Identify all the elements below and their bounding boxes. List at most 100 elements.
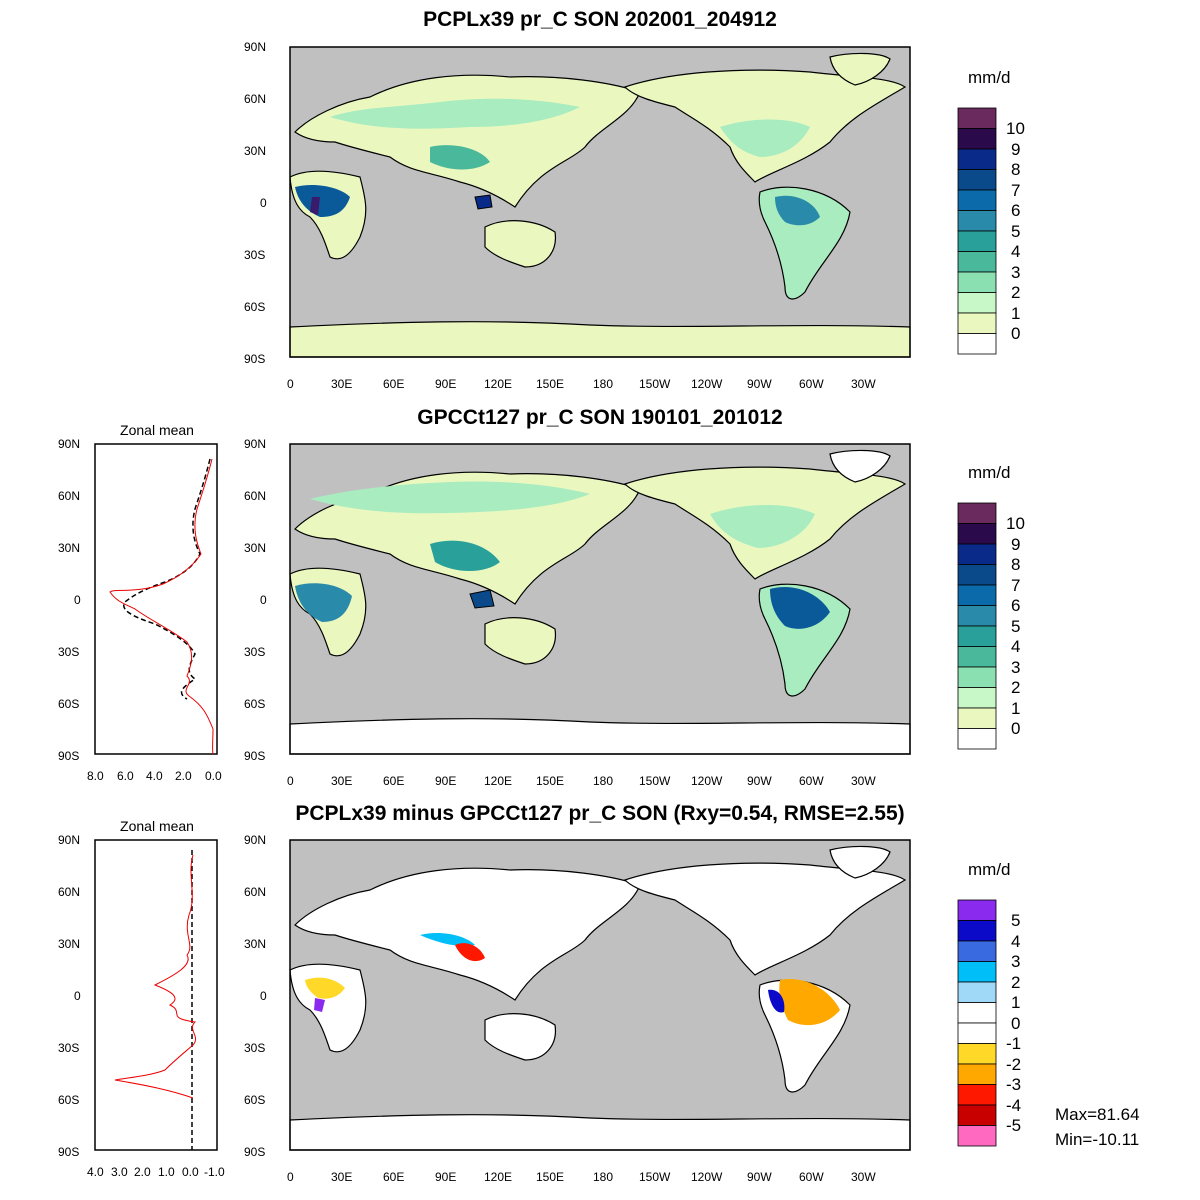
panel3-colorbar-label: -3 bbox=[1006, 1075, 1022, 1094]
panel1-lon-label: 180 bbox=[593, 377, 614, 391]
panel3-lon-label: 0 bbox=[287, 1170, 294, 1184]
panel3-zonal-lat-label: 30N bbox=[58, 937, 81, 951]
panel3-colorbar-label: 2 bbox=[1011, 973, 1021, 992]
panel2-colorbar-swatch bbox=[957, 666, 997, 688]
panel3-lat-label: 60S bbox=[244, 1093, 266, 1107]
panel3-lon-label: 60E bbox=[383, 1170, 405, 1184]
panel1-colorbar-swatch bbox=[957, 169, 997, 191]
panel3-lon-label: 90E bbox=[435, 1170, 457, 1184]
panel3-lat-label: 30S bbox=[244, 1041, 266, 1055]
panel1-lon-label: 120W bbox=[691, 377, 723, 391]
panel3-map bbox=[289, 839, 911, 1151]
panel2-zonal-lat-label: 90N bbox=[58, 437, 81, 451]
panel3-colorbar-swatch bbox=[957, 961, 997, 983]
panel2-lon-label: 30W bbox=[851, 774, 876, 788]
panel3-lat-label: 0 bbox=[260, 989, 267, 1003]
panel3-zonal-x-label: 4.0 bbox=[87, 1165, 104, 1179]
panel1-colorbar-label: 1 bbox=[1011, 304, 1021, 323]
panel3-colorbar-label: 1 bbox=[1011, 993, 1021, 1012]
panel2-colorbar-swatch bbox=[957, 502, 997, 524]
panel1-colorbar-label: 2 bbox=[1011, 283, 1021, 302]
panel1-colorbar-label: 0 bbox=[1011, 324, 1021, 343]
panel2-zonal-title: Zonal mean bbox=[120, 422, 194, 438]
panel3-lon-label: 180 bbox=[593, 1170, 614, 1184]
panel1-colorbar-label: 7 bbox=[1011, 181, 1021, 200]
panel2-lon-label: 60E bbox=[383, 774, 405, 788]
panel3-colorbar-label: 0 bbox=[1011, 1014, 1021, 1033]
panel1-lat-label: 60S bbox=[244, 300, 266, 314]
panel2-lon-label: 150E bbox=[536, 774, 565, 788]
panel3-lat-label: 60N bbox=[244, 885, 267, 899]
panel3-colorbar-label: 5 bbox=[1011, 911, 1021, 930]
panel3-lon-label: 30W bbox=[851, 1170, 876, 1184]
panel2-colorbar-swatch bbox=[957, 543, 997, 565]
panel3-lon-label: 30E bbox=[331, 1170, 353, 1184]
panel1-lon-label: 30W bbox=[851, 377, 876, 391]
panel3-lon-label: 60W bbox=[799, 1170, 824, 1184]
panel2-colorbar-swatch bbox=[957, 687, 997, 709]
panel2-lat-label: 60S bbox=[244, 697, 266, 711]
panel2-colorbar bbox=[957, 502, 998, 750]
panel2-colorbar-label: 5 bbox=[1011, 617, 1021, 636]
panel2-zonal-lat-label: 60S bbox=[58, 697, 80, 711]
panel1-colorbar-label: 9 bbox=[1011, 140, 1021, 159]
panel3-lat-label: 30N bbox=[244, 937, 267, 951]
panel1-lon-label: 30E bbox=[331, 377, 353, 391]
panel2-colorbar-label: 10 bbox=[1006, 514, 1025, 533]
panel3-zonal-lat-label: 90N bbox=[58, 833, 81, 847]
panel3-zonal-lat-label: 60N bbox=[58, 885, 81, 899]
panel3-colorbar-swatch bbox=[957, 920, 997, 942]
panel2-zonal-lat-label: 30S bbox=[58, 645, 80, 659]
panel3-colorbar bbox=[957, 899, 998, 1147]
panel2-colorbar-swatch bbox=[957, 564, 997, 586]
panel2-colorbar-label: 4 bbox=[1011, 637, 1021, 656]
panel2-colorbar-swatch bbox=[957, 523, 997, 545]
panel1-lat-label: 60N bbox=[244, 92, 267, 106]
panel3-colorbar-swatch bbox=[957, 899, 997, 921]
panel2-zonal-lat-label: 0 bbox=[74, 593, 81, 607]
panel2-colorbar-unit: mm/d bbox=[968, 463, 1011, 482]
panel3-colorbar-label: -1 bbox=[1006, 1034, 1022, 1053]
panel2-lon-label: 30E bbox=[331, 774, 353, 788]
panel1-colorbar-label: 3 bbox=[1011, 263, 1021, 282]
panel1-colorbar-swatch bbox=[957, 128, 997, 150]
panel1-colorbar-label: 8 bbox=[1011, 160, 1021, 179]
panel2-colorbar-swatch bbox=[957, 584, 997, 606]
panel2-colorbar-label: 3 bbox=[1011, 658, 1021, 677]
panel2-colorbar-label: 0 bbox=[1011, 719, 1021, 738]
panel3-colorbar-swatch bbox=[957, 981, 997, 1003]
panel2-lon-label: 90E bbox=[435, 774, 457, 788]
panel3-zonal-lat-label: 0 bbox=[74, 989, 81, 1003]
panel1-colorbar bbox=[957, 107, 998, 355]
panel2-colorbar-label: 2 bbox=[1011, 678, 1021, 697]
panel2-zonal-x-label: 2.0 bbox=[175, 769, 192, 783]
panel1-lat-label: 0 bbox=[260, 196, 267, 210]
panel2-lat-label: 60N bbox=[244, 489, 267, 503]
panel1-lon-label: 90E bbox=[435, 377, 457, 391]
panel1-colorbar-swatch bbox=[957, 210, 997, 232]
panel2-lat-label: 30S bbox=[244, 645, 266, 659]
panel3-colorbar-swatch bbox=[957, 1084, 997, 1106]
panel3-colorbar-label: 4 bbox=[1011, 932, 1021, 951]
panel2-title: GPCCt127 pr_C SON 190101_201012 bbox=[417, 406, 783, 429]
panel2-colorbar-label: 6 bbox=[1011, 596, 1021, 615]
panel3-colorbar-swatch bbox=[957, 1022, 997, 1044]
panel2-lon-label: 120E bbox=[484, 774, 513, 788]
panel2-lat-label: 30N bbox=[244, 541, 267, 555]
panel2-zonal-x-label: 8.0 bbox=[87, 769, 104, 783]
panel2-zonal-x-label: 6.0 bbox=[117, 769, 134, 783]
panel3-zonal-x-label: 1.0 bbox=[158, 1165, 175, 1179]
panel1-title: PCPLx39 pr_C SON 202001_204912 bbox=[423, 8, 777, 31]
panel3-zonal-x-label: -1.0 bbox=[204, 1165, 225, 1179]
panel2-map bbox=[289, 443, 911, 755]
panel3-lon-label: 150E bbox=[536, 1170, 565, 1184]
panel1-lon-label: 60W bbox=[799, 377, 824, 391]
panel2-zonal-lat-label: 60N bbox=[58, 489, 81, 503]
panel1-colorbar-label: 4 bbox=[1011, 242, 1021, 261]
panel2-lat-label: 0 bbox=[260, 593, 267, 607]
panel2-colorbar-swatch bbox=[957, 625, 997, 647]
panel1-colorbar-swatch bbox=[957, 292, 997, 314]
panel3-lon-label: 150W bbox=[639, 1170, 671, 1184]
panel3-zonal-lat-label: 30S bbox=[58, 1041, 80, 1055]
panel2-colorbar-label: 9 bbox=[1011, 535, 1021, 554]
